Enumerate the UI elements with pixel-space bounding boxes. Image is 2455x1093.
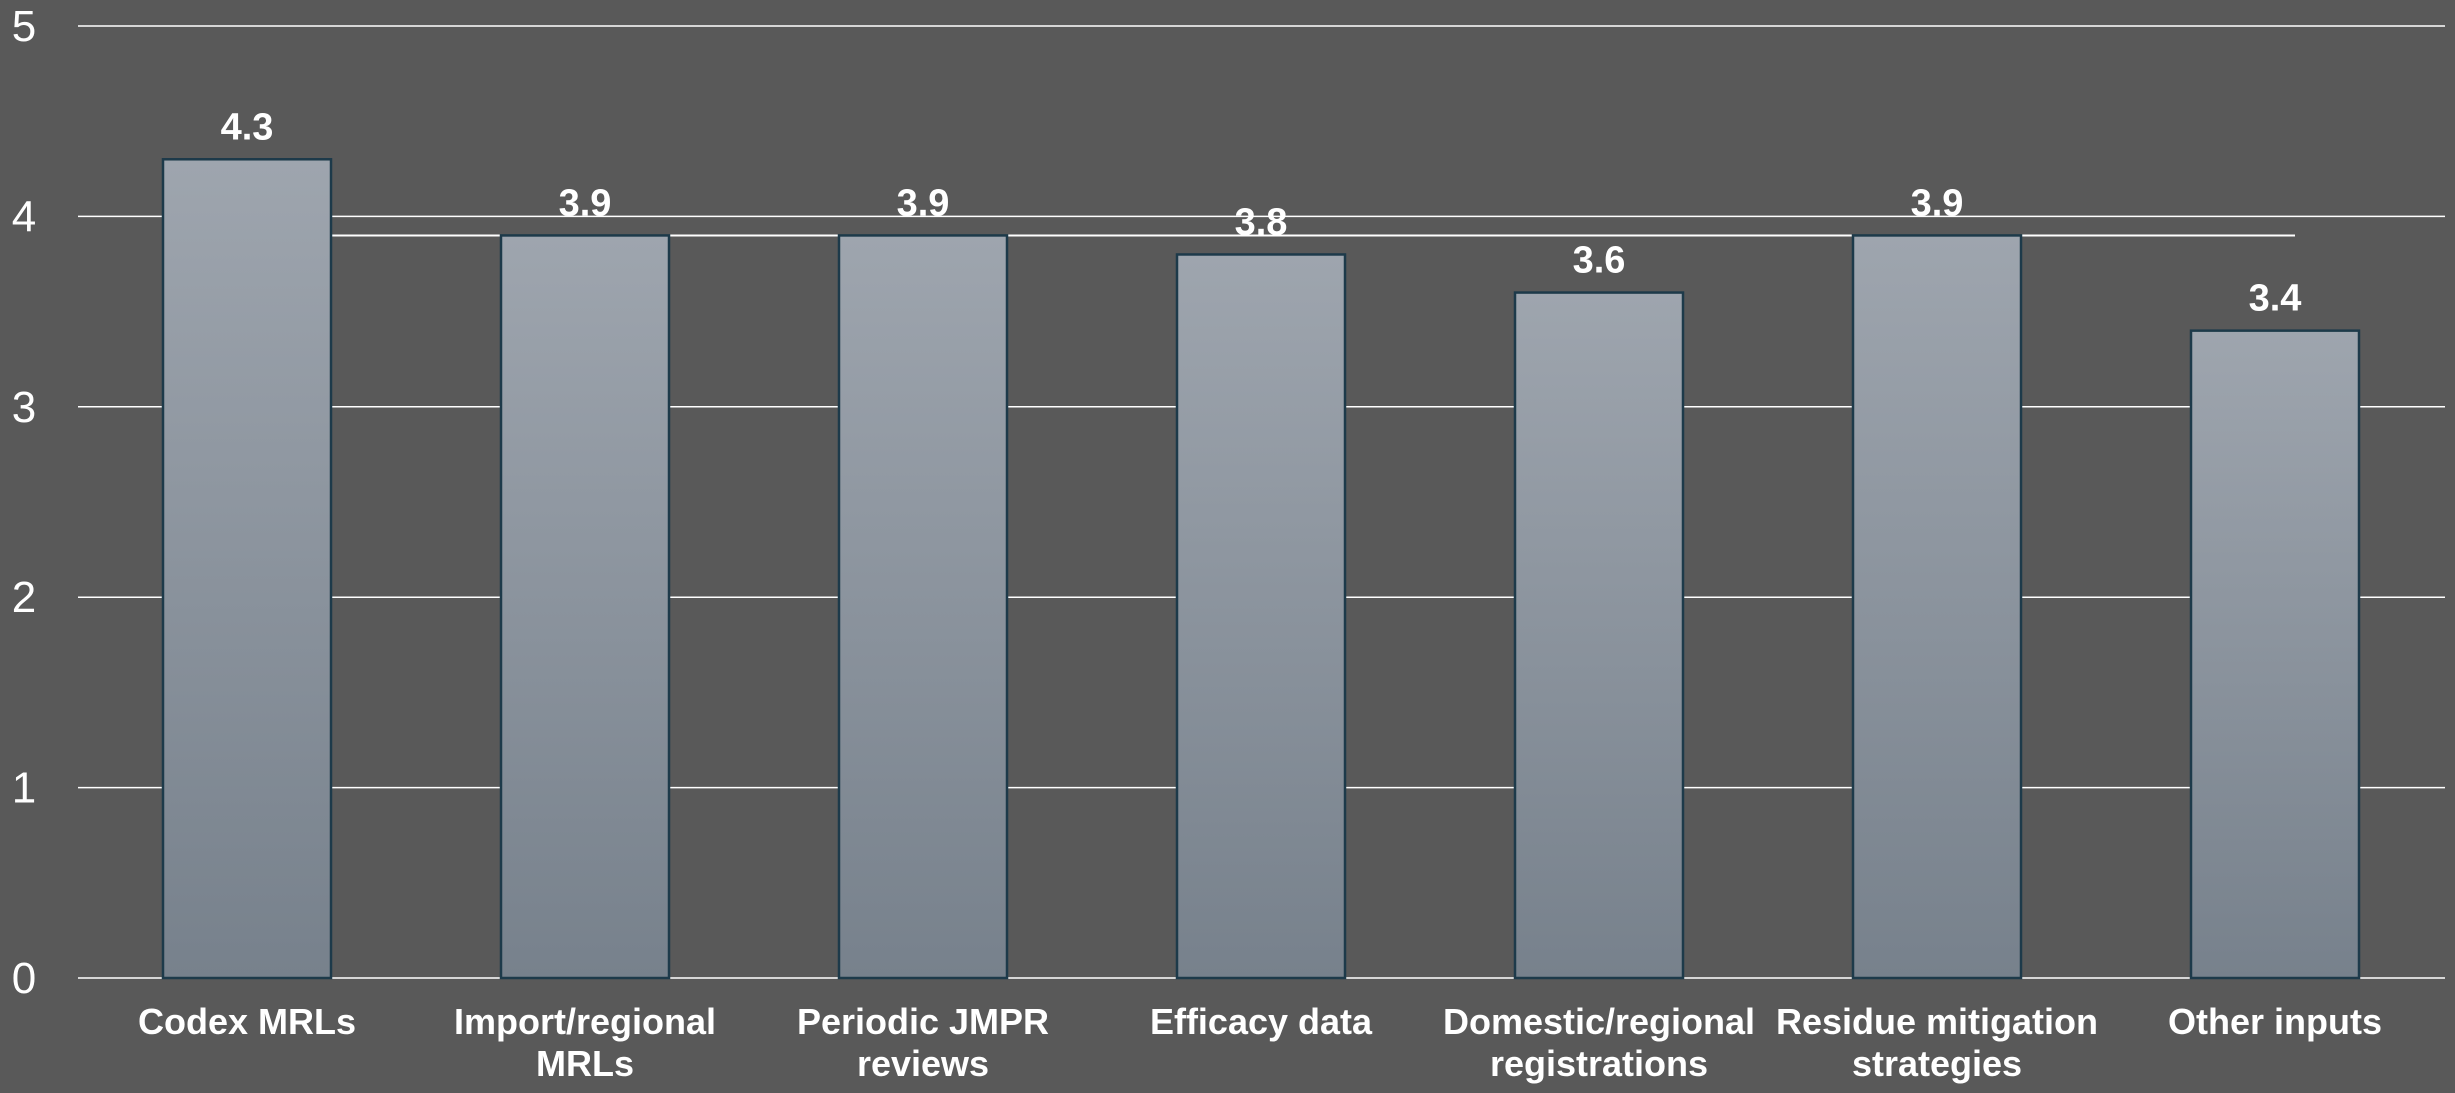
bar-1 bbox=[161, 158, 333, 980]
x-tick-label: Import/regional MRLs bbox=[454, 1001, 716, 1084]
y-tick-label: 3 bbox=[12, 383, 36, 432]
y-tick-label: 1 bbox=[12, 764, 36, 813]
y-tick-label: 5 bbox=[12, 2, 36, 51]
bar-6 bbox=[1851, 234, 2023, 980]
x-tick-label: Efficacy data bbox=[1150, 1001, 1373, 1042]
bar-7 bbox=[2189, 329, 2361, 980]
bar-3 bbox=[837, 234, 1009, 980]
data-labels: 4.3 3.9 3.9 3.8 3.6 3.9 3.4 bbox=[221, 106, 2302, 319]
y-axis-ticks: 0 1 2 3 4 5 bbox=[12, 2, 36, 1003]
x-tick-label-line: Other inputs bbox=[2168, 1001, 2382, 1042]
x-tick-label-line: Periodic JMPR bbox=[797, 1001, 1049, 1042]
x-tick-label-line: Residue mitigation bbox=[1776, 1001, 2098, 1042]
x-tick-label: Domestic/regional registrations bbox=[1443, 1001, 1755, 1084]
data-label: 3.8 bbox=[1235, 201, 1288, 243]
x-axis-ticks: Codex MRLs Import/regional MRLs Periodic JM… bbox=[138, 1001, 2382, 1084]
bars bbox=[161, 158, 2361, 980]
x-tick-label-line: reviews bbox=[857, 1043, 989, 1084]
bar-5 bbox=[1513, 291, 1685, 980]
bar-4 bbox=[1175, 253, 1347, 980]
data-label: 3.6 bbox=[1573, 240, 1626, 282]
data-label: 4.3 bbox=[221, 106, 274, 148]
data-label: 3.9 bbox=[897, 182, 950, 224]
x-tick-label-line: strategies bbox=[1852, 1043, 2022, 1084]
x-tick-label-line: Domestic/regional bbox=[1443, 1001, 1755, 1042]
x-tick-label-line: Codex MRLs bbox=[138, 1001, 356, 1042]
x-tick-label-line: registrations bbox=[1490, 1043, 1708, 1084]
x-tick-label: Codex MRLs bbox=[138, 1001, 356, 1042]
x-tick-label: Other inputs bbox=[2168, 1001, 2382, 1042]
data-label: 3.9 bbox=[559, 182, 612, 224]
x-tick-label: Residue mitigation strategies bbox=[1776, 1001, 2098, 1084]
data-label: 3.4 bbox=[2249, 278, 2302, 320]
x-tick-label-line: MRLs bbox=[536, 1043, 634, 1084]
x-tick-label-line: Import/regional bbox=[454, 1001, 716, 1042]
y-tick-label: 2 bbox=[12, 573, 36, 622]
x-tick-label: Periodic JMPR reviews bbox=[797, 1001, 1049, 1084]
data-label: 3.9 bbox=[1911, 182, 1964, 224]
y-tick-label: 4 bbox=[12, 192, 36, 241]
y-tick-label: 0 bbox=[12, 954, 36, 1003]
bar-2 bbox=[499, 234, 671, 980]
x-tick-label-line: Efficacy data bbox=[1150, 1001, 1373, 1042]
